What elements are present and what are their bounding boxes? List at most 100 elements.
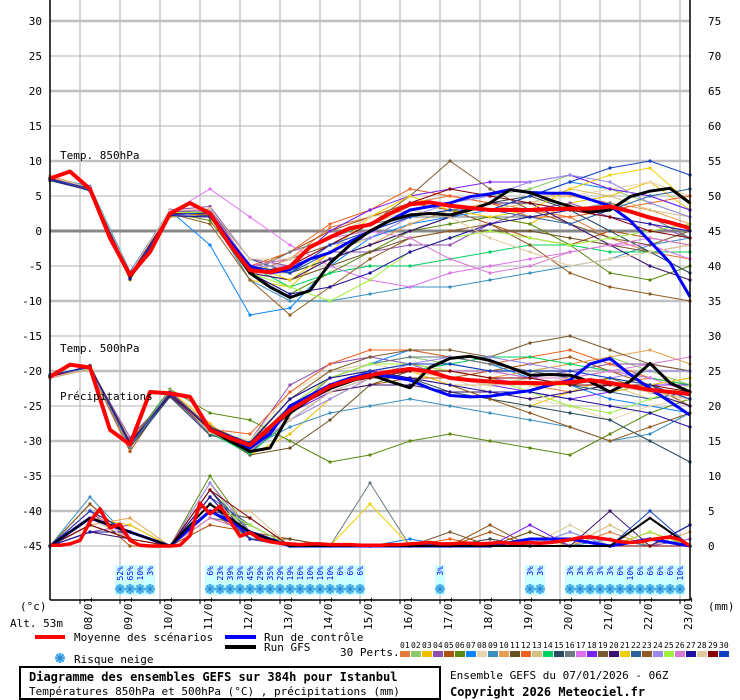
right-tick-label: 65 — [708, 85, 721, 98]
t850-member-28-point — [248, 257, 252, 261]
snow-risk-label: 35% — [266, 566, 275, 581]
t500-member-06-point — [568, 453, 572, 457]
t850-member-22-point — [568, 222, 572, 226]
precip-member-20-point — [608, 509, 612, 513]
snowflake-icon — [605, 584, 615, 594]
snowflake-arms — [145, 584, 155, 594]
legend-snow-label: Risque neige — [74, 653, 153, 666]
snow-risk-label: 6% — [666, 566, 675, 576]
t850-member-11-point — [528, 229, 532, 233]
t850-member-21-point — [408, 194, 412, 198]
t500-member-27-point — [568, 397, 572, 401]
member-color-swatch — [422, 651, 432, 657]
precip-member-11-point — [288, 537, 292, 541]
t500-member-24-point — [328, 397, 332, 401]
member-color-swatch — [631, 651, 641, 657]
t850-member-06-point — [528, 222, 532, 226]
axis-ticks: 08/01 09/01 10/01 11/01 12/01 13/01 14/01 15/01… — [22, 15, 721, 630]
snow-risk-label: 6% — [356, 566, 365, 576]
t850-member-04-point — [448, 243, 452, 247]
t500-member-12-point — [368, 348, 372, 352]
t500-member-30-point — [488, 369, 492, 373]
t500-member-07-point — [608, 397, 612, 401]
snowflake-icon — [305, 584, 315, 594]
t500-member-06-point — [208, 411, 212, 415]
t850-member-24-point — [608, 180, 612, 184]
t500-member-30-point — [408, 362, 412, 366]
member-color-swatch — [598, 651, 608, 657]
t500-member-19-point — [448, 348, 452, 352]
member-color-swatch — [510, 651, 520, 657]
snowflake-icon — [595, 584, 605, 594]
t850-member-16-point — [288, 250, 292, 254]
member-id-label: 14 — [543, 641, 553, 650]
precip-member-19-point — [448, 530, 452, 534]
precip-member-30-point — [248, 537, 252, 541]
member-id-label: 08 — [477, 641, 487, 650]
left-tick-label: -15 — [22, 330, 42, 343]
left-tick-label: -20 — [22, 365, 42, 378]
t500-member-28-point — [288, 418, 292, 422]
label-t850: Temp. 850hPa — [60, 149, 139, 162]
member-color-swatch — [543, 651, 553, 657]
snow-risk-label: 3% — [596, 566, 605, 576]
snowflake-arms — [345, 584, 355, 594]
t500-member-14-point — [568, 362, 572, 366]
t500-member-06-point — [408, 439, 412, 443]
snowflake-arms — [265, 584, 275, 594]
left-tick-label: -40 — [22, 505, 42, 518]
snowflake-arms — [225, 584, 235, 594]
t500-member-15-point — [528, 404, 532, 408]
right-tick-label: 60 — [708, 120, 721, 133]
snowflake-arms — [575, 584, 585, 594]
t850-member-30-point — [528, 194, 532, 198]
t500-mean-line — [48, 362, 691, 448]
snow-risk-label: 3% — [586, 566, 595, 576]
t850-member-23-point — [528, 243, 532, 247]
t850-member-21-point — [608, 173, 612, 177]
snow-risk-label: 6% — [616, 566, 625, 576]
t850-member-12-point — [448, 194, 452, 198]
snow-risk-label: 65% — [126, 566, 135, 581]
x-tick-label: 12/01 — [242, 597, 255, 630]
t850-member-28-point — [528, 250, 532, 254]
member-id-label: 24 — [653, 641, 663, 650]
snowflake-icon — [285, 584, 295, 594]
t500-member-09-point — [488, 411, 492, 415]
t850-member-20-point — [328, 257, 332, 261]
snowflake-arms — [615, 584, 625, 594]
snowflake-arms — [655, 584, 665, 594]
t850-member-14-point — [608, 250, 612, 254]
snowflake-arms — [325, 584, 335, 594]
snowflake-icon — [295, 584, 305, 594]
snow-risk-row: 52% 65% 10% 3% 6% 23% 39% 39% 45% 29% 35% 29% 19% 16%… — [115, 565, 685, 595]
t850-member-13-point — [648, 208, 652, 212]
t500-member-20-point — [368, 383, 372, 387]
t500-member-09-point — [368, 404, 372, 408]
right-tick-label: 75 — [708, 15, 721, 28]
t850-member-16-point — [608, 201, 612, 205]
t850-member-27-point — [408, 250, 412, 254]
right-tick-label: 25 — [708, 365, 721, 378]
precip-member-21-point — [128, 523, 132, 527]
t850-member-25-point — [288, 285, 292, 289]
t850-member-25-point — [568, 243, 572, 247]
t850-member-17-point — [528, 257, 532, 261]
t500-member-30-point — [608, 376, 612, 380]
t850-member-08-point — [648, 180, 652, 184]
left-tick-label: 10 — [29, 155, 42, 168]
x-tick-label: 21/01 — [602, 597, 615, 630]
right-unit: (mm) — [708, 600, 735, 613]
snowflake-arms — [335, 584, 345, 594]
precip-member-23-point — [88, 502, 92, 506]
snow-risk-label: 10% — [676, 566, 685, 581]
t850-member-18-point — [328, 229, 332, 233]
t850-member-20-point — [408, 229, 412, 233]
precip-member-16-point — [368, 481, 372, 485]
t850-member-07-point — [208, 243, 212, 247]
t850-member-18-point — [368, 208, 372, 212]
precip-member-26-point — [208, 516, 212, 520]
t850-member-13-point — [608, 194, 612, 198]
t850-member-17-point — [288, 243, 292, 247]
snow-risk-label: 3% — [536, 566, 545, 576]
